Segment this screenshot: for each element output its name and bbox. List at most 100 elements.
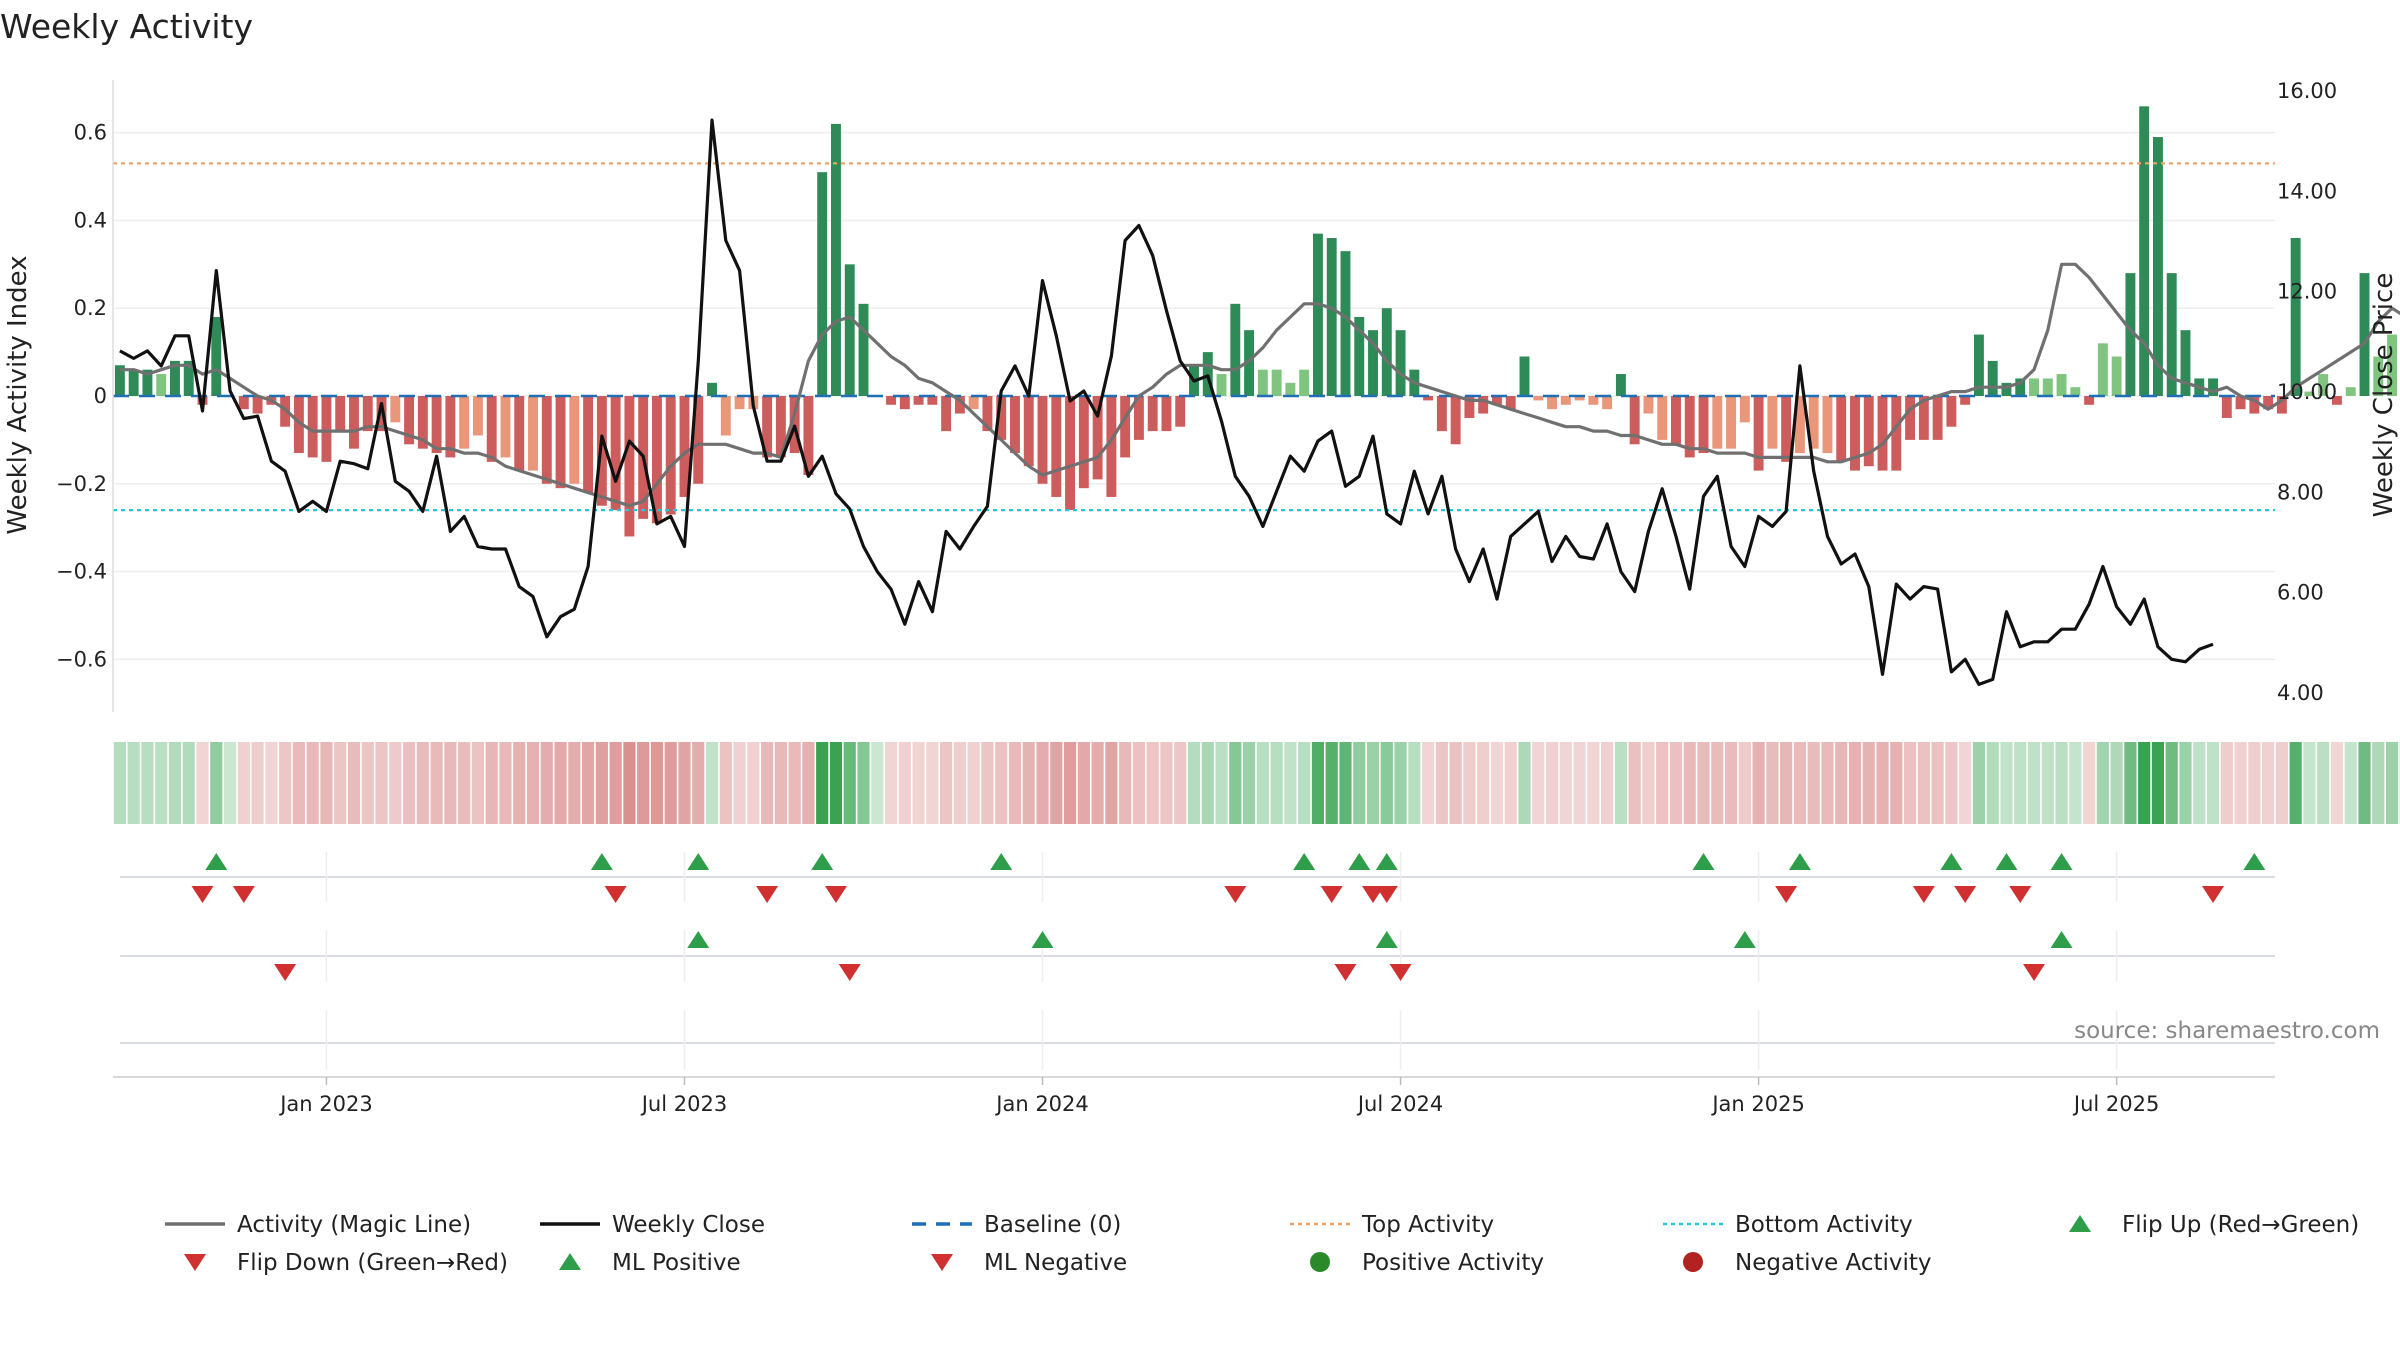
activity-bar	[1863, 396, 1874, 467]
activity-bar	[1023, 396, 1034, 467]
heat-cell	[1091, 742, 1104, 824]
flip-down-marker	[1912, 886, 1935, 903]
heat-cell	[1931, 742, 1944, 824]
legend-swatch	[931, 1254, 953, 1271]
legend-label: Flip Up (Red→Green)	[2122, 1212, 2359, 1238]
flip-down-marker	[2009, 886, 2032, 903]
activity-bar	[417, 396, 428, 449]
activity-bar	[1381, 308, 1392, 396]
activity-bar	[1671, 396, 1681, 445]
heat-cell	[265, 742, 278, 824]
activity-bar	[1423, 396, 1434, 401]
activity-bar	[831, 123, 841, 396]
activity-bar	[472, 396, 483, 436]
heat-cell	[2165, 742, 2178, 824]
heat-cell	[761, 742, 774, 824]
heat-cell	[513, 742, 526, 824]
legend-swatch	[2069, 1215, 2091, 1232]
activity-bar	[2263, 396, 2274, 410]
heat-cell	[2206, 742, 2220, 824]
legend-label: Negative Activity	[1735, 1250, 1932, 1276]
activity-bar	[500, 396, 511, 458]
heat-cell	[981, 742, 994, 824]
activity-bar	[1312, 233, 1323, 396]
heat-cell	[2248, 742, 2261, 824]
right-tick-label: 8.00	[2277, 480, 2324, 504]
heat-cell	[2372, 742, 2385, 824]
heat-cell	[1229, 742, 1242, 824]
ml-negative-marker	[2023, 964, 2046, 981]
activity-bar	[1643, 396, 1654, 414]
activity-bar	[886, 396, 897, 405]
activity-bar	[1436, 396, 1447, 432]
activity-bar	[2345, 387, 2356, 396]
activity-bar	[1946, 396, 1957, 427]
activity-bar	[1395, 330, 1406, 396]
heat-cell	[306, 742, 319, 824]
activity-bar	[1230, 303, 1241, 396]
activity-bar	[1891, 396, 1902, 471]
activity-bar	[1354, 317, 1365, 396]
activity-bar	[1905, 396, 1916, 440]
flip-up-marker	[1348, 853, 1371, 870]
heat-cell	[1298, 742, 1311, 824]
activity-bar	[211, 317, 222, 396]
activity-bar	[114, 365, 125, 396]
heat-cell	[1711, 742, 1724, 824]
heat-cell	[540, 742, 553, 824]
activity-bar	[1808, 396, 1819, 449]
heat-cell	[361, 742, 374, 824]
activity-bar	[1065, 396, 1076, 511]
heat-cell	[1063, 742, 1077, 824]
ml-positive-marker	[1375, 931, 1398, 948]
heat-cell	[623, 742, 636, 824]
heat-cell	[1366, 742, 1380, 824]
heat-cell	[430, 742, 443, 824]
activity-bar	[2221, 396, 2232, 418]
heat-cell	[898, 742, 911, 824]
heat-cell	[1724, 742, 1738, 824]
heat-cell	[237, 742, 250, 824]
activity-bar	[1560, 396, 1571, 405]
activity-bars	[114, 106, 2398, 537]
chart-title: Weekly Activity	[0, 7, 253, 46]
heat-cell	[334, 742, 347, 824]
activity-bar	[183, 360, 194, 396]
heat-cell	[1077, 742, 1090, 824]
ml-positive-marker	[1733, 931, 1756, 948]
left-tick-label: 0.2	[74, 296, 107, 320]
activity-bar	[803, 396, 814, 475]
heat-cell	[1477, 742, 1490, 824]
activity-bar	[1726, 396, 1737, 449]
heat-cell	[1174, 742, 1187, 824]
heat-cell	[2000, 742, 2013, 824]
activity-bar	[1987, 360, 1998, 396]
heat-cell	[1642, 742, 1655, 824]
left-axis-title: Weekly Activity Index	[3, 255, 33, 534]
heat-cell	[1353, 742, 1366, 824]
heat-cell	[747, 742, 760, 824]
heat-cell	[196, 742, 209, 824]
activity-bar	[1574, 396, 1585, 401]
activity-bar	[1850, 396, 1860, 471]
heat-cell	[637, 742, 650, 824]
heat-cell	[485, 742, 498, 824]
heat-cell	[2138, 742, 2151, 824]
heat-cell	[1036, 742, 1049, 824]
activity-bar	[665, 396, 676, 515]
activity-bar	[2084, 396, 2095, 405]
legend: Activity (Magic Line) Weekly Close Baselin…	[165, 1212, 2359, 1276]
x-axis-ticks: Jan 2023 Jul 2023 Jan 2024 Jul 2024 Jan 2025…	[278, 1077, 2159, 1116]
heat-cell	[444, 742, 457, 824]
ml-negative-marker	[838, 964, 861, 981]
activity-bar	[1877, 396, 1888, 471]
flip-down-marker	[1224, 886, 1247, 903]
heat-cell	[1697, 742, 1710, 824]
activity-bar	[528, 396, 538, 471]
activity-bar	[335, 396, 346, 432]
legend-label: Baseline (0)	[984, 1212, 1121, 1238]
heat-cell	[1008, 742, 1022, 824]
heat-cell	[1311, 742, 1325, 824]
activity-bar	[445, 396, 456, 458]
